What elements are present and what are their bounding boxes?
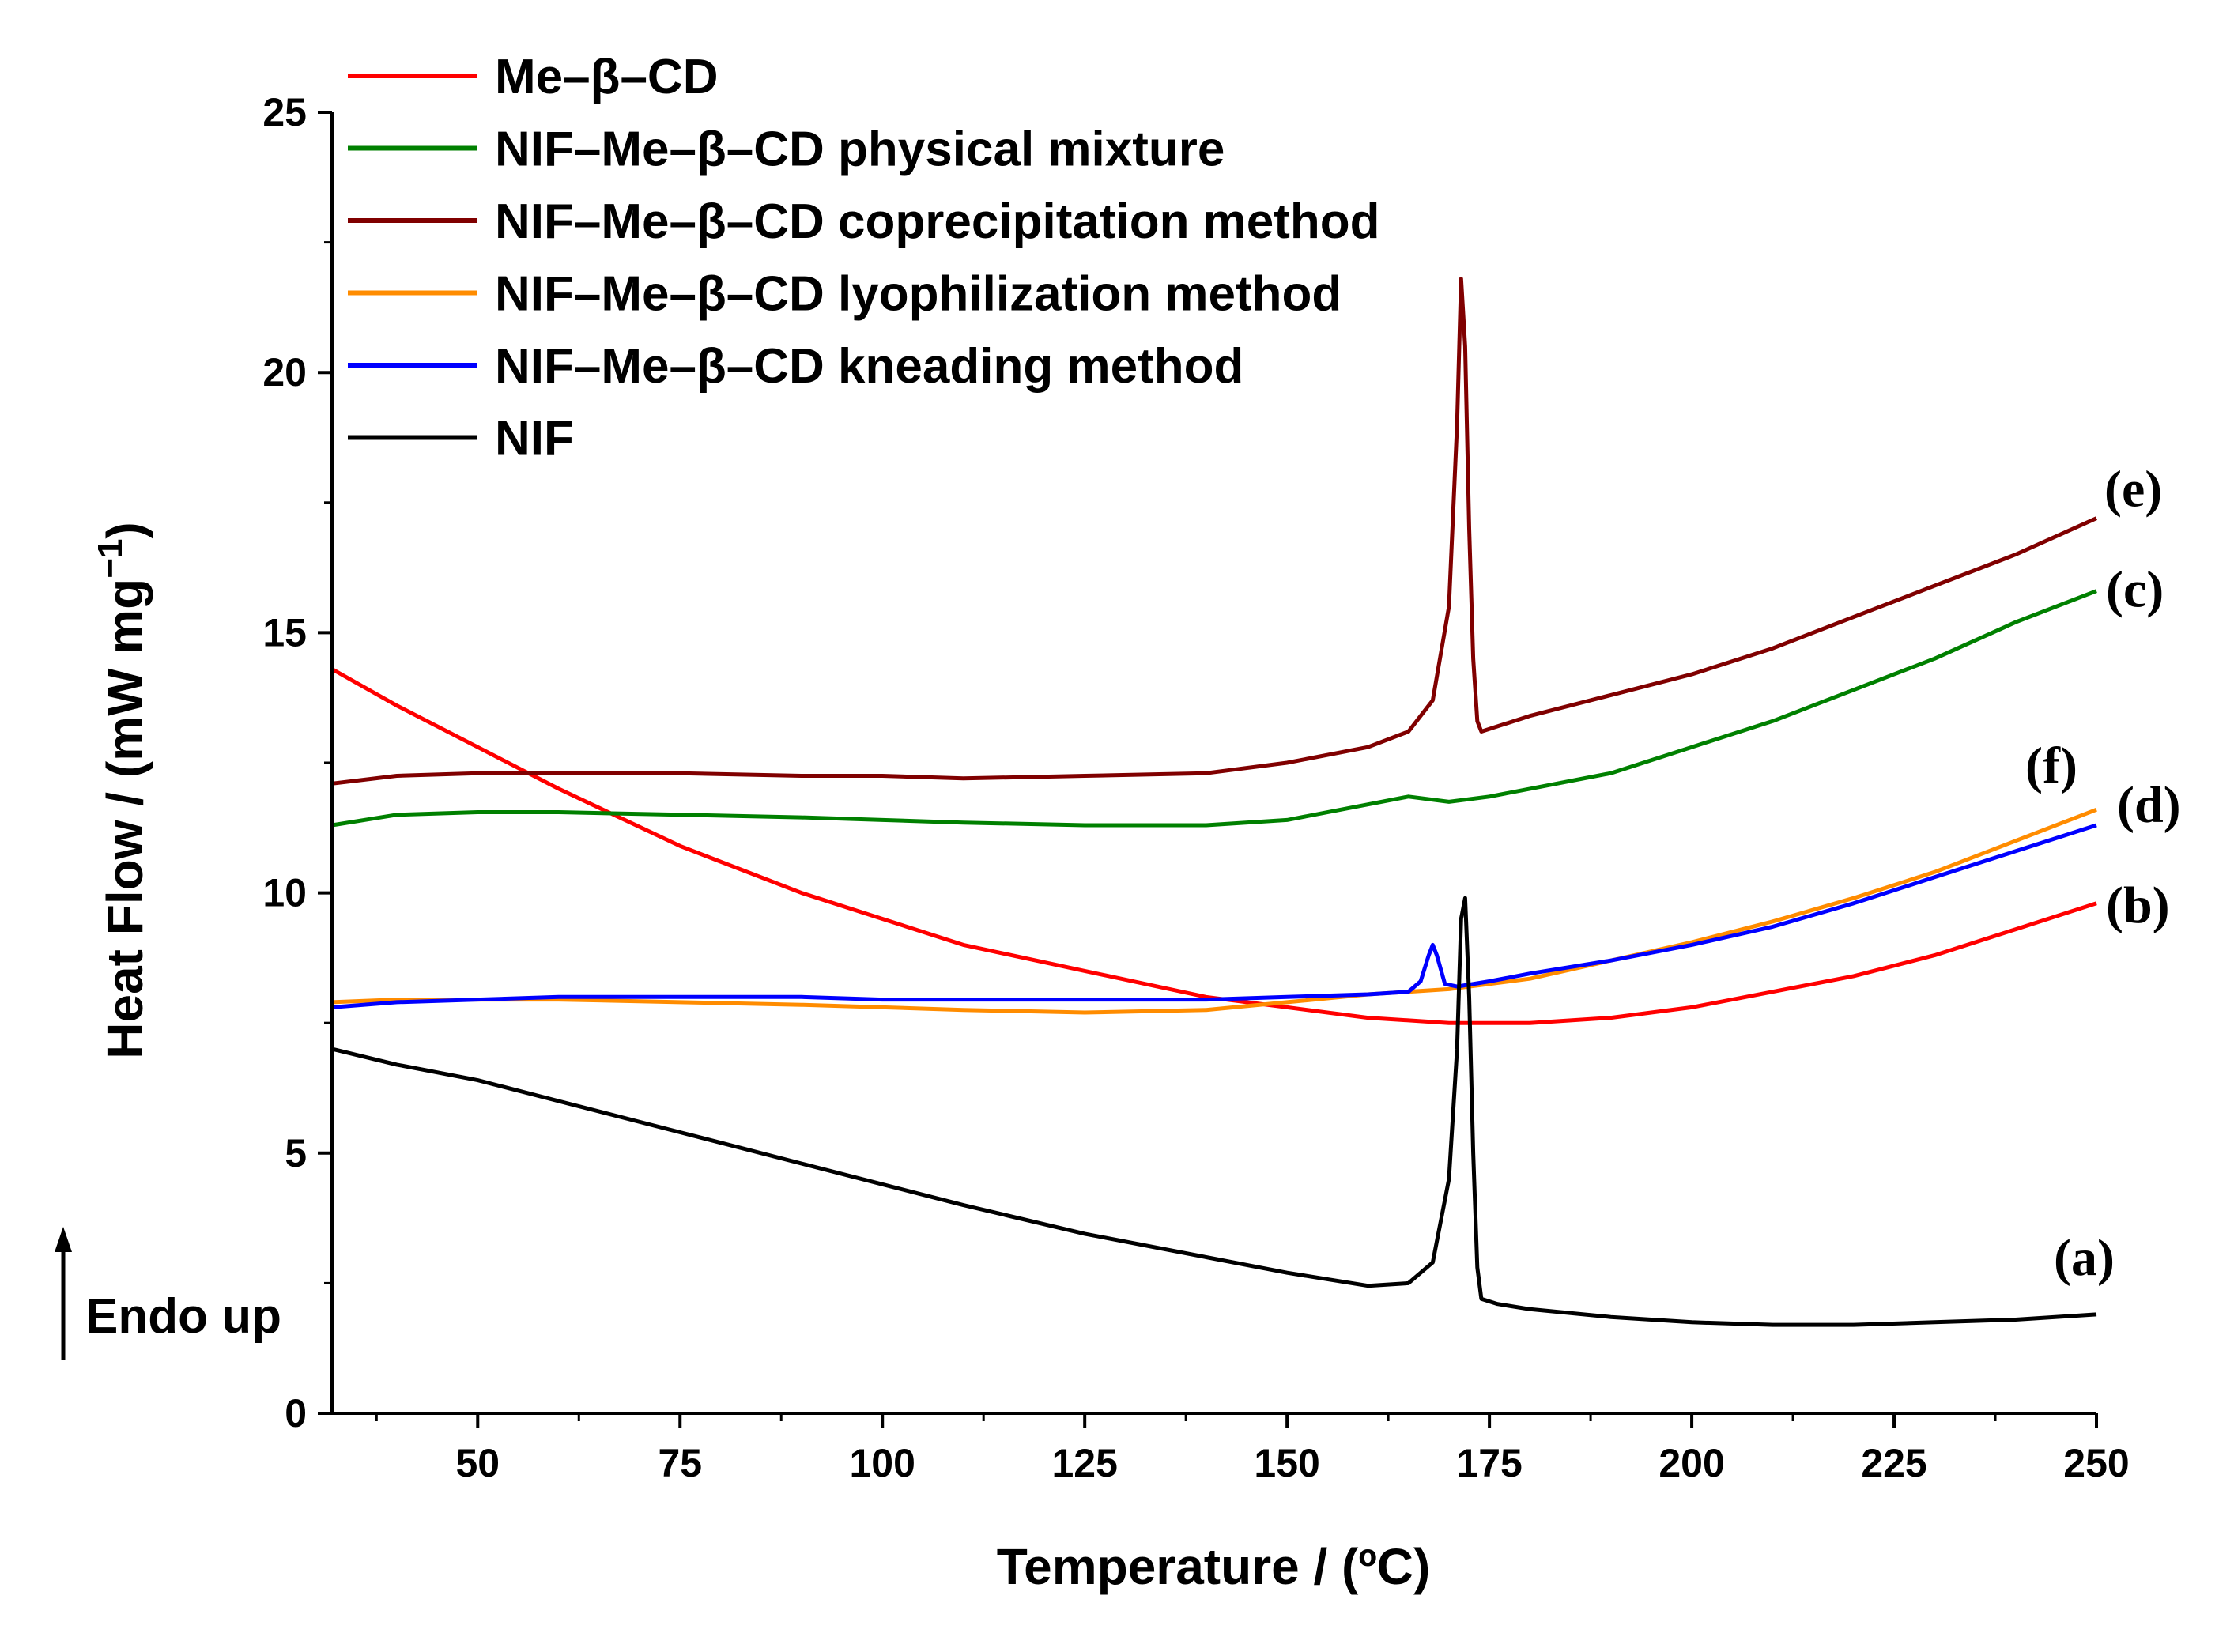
series-line-6 bbox=[331, 896, 2097, 1327]
plot-lines bbox=[330, 277, 2098, 1327]
series-line-5 bbox=[331, 823, 2097, 1009]
x-tick-label: 125 bbox=[1051, 1441, 1117, 1485]
x-tick-label: 150 bbox=[1254, 1441, 1319, 1485]
x-tick-label: 100 bbox=[850, 1441, 915, 1485]
curve-label-6: (a) bbox=[2054, 1229, 2115, 1287]
y-tick-label: 0 bbox=[285, 1391, 307, 1435]
legend-label-4: NIF–Me–β–CD lyophilization method bbox=[495, 267, 1342, 322]
curve-labels: (b) (c) (e) (f) (d) (a) bbox=[2025, 461, 2181, 1287]
legend-label-5: NIF–Me–β–CD kneading method bbox=[495, 339, 1243, 394]
y-axis-title-sup: −1 bbox=[91, 539, 130, 579]
x-tick-label: 225 bbox=[1861, 1441, 1926, 1485]
curve-label-5: (d) bbox=[2117, 776, 2181, 834]
curve-label-4: (f) bbox=[2025, 737, 2077, 794]
x-tick-label: 250 bbox=[2063, 1441, 2129, 1485]
curve-label-2: (c) bbox=[2106, 561, 2164, 619]
curve-label-1: (b) bbox=[2106, 877, 2170, 934]
series-line-2 bbox=[331, 589, 2097, 828]
endo-up-label: Endo up bbox=[85, 1289, 281, 1344]
y-axis-title: Heat Flow / (mW mg−1) bbox=[91, 522, 153, 1058]
y-tick-label: 5 bbox=[285, 1131, 307, 1175]
series-line-3 bbox=[331, 277, 2098, 786]
y-tick-label: 20 bbox=[262, 350, 307, 394]
endo-up-arrow-head bbox=[55, 1227, 72, 1252]
x-tick-label: 200 bbox=[1659, 1441, 1724, 1485]
x-axis-title: Temperature / (ºC) bbox=[997, 1538, 1431, 1595]
legend-label-2: NIF–Me–β–CD physical mixture bbox=[495, 123, 1225, 177]
legend-label-3: NIF–Me–β–CD coprecipitation method bbox=[495, 194, 1380, 249]
series-line-1 bbox=[330, 667, 2097, 1025]
legend-label-6: NIF bbox=[495, 412, 574, 466]
series-line-4 bbox=[331, 807, 2097, 1015]
legend-label-1: Me–β–CD bbox=[495, 50, 718, 104]
x-tick-label: 50 bbox=[455, 1441, 500, 1485]
y-tick-label: 10 bbox=[262, 871, 307, 915]
y-tick-label: 15 bbox=[262, 610, 307, 654]
x-tick-label: 75 bbox=[658, 1441, 702, 1485]
axes: 50 75 100 125 150 175 200 225 250 0 5 10 15 20 25 bbox=[262, 90, 2129, 1485]
y-axis-title-close: ) bbox=[96, 522, 153, 538]
endo-up-annotation: Endo up bbox=[55, 1227, 281, 1360]
y-tick-label: 25 bbox=[262, 90, 307, 134]
curve-label-3: (e) bbox=[2104, 461, 2162, 519]
x-tick-label: 175 bbox=[1456, 1441, 1522, 1485]
legend: Me–β–CD NIF–Me–β–CD physical mixture NIF–M… bbox=[348, 50, 1380, 466]
y-axis-title-main: Heat Flow / (mW mg bbox=[96, 579, 153, 1059]
